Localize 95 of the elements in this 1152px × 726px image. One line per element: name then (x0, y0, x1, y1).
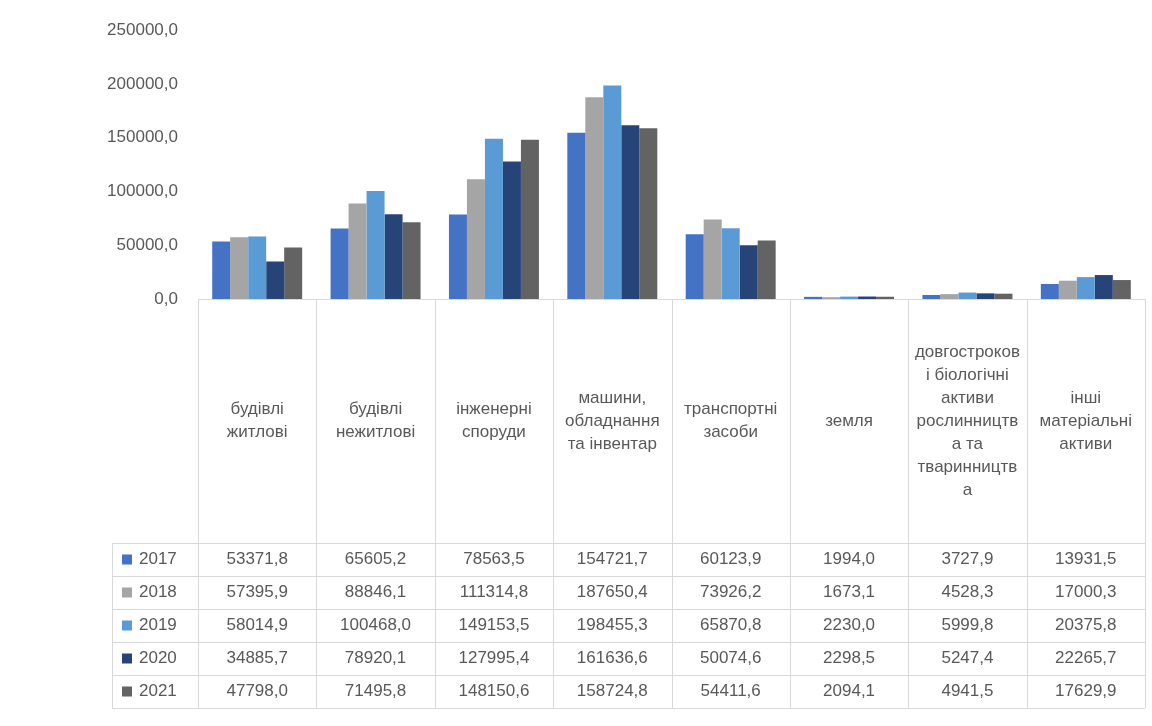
x-tick-label: земля (825, 410, 873, 430)
data-label: 148150,6 (458, 681, 530, 701)
legend-label: 2018 (139, 582, 177, 602)
data-label: 3727,9 (941, 549, 994, 569)
data-label: 88846,1 (344, 582, 407, 602)
data-label: 47798,0 (226, 681, 288, 701)
data-label: 17629,9 (1055, 681, 1117, 701)
bar (976, 293, 995, 299)
bar (448, 214, 467, 299)
y-tick-label: 50000,0 (116, 234, 178, 254)
data-label: 5999,8 (941, 615, 994, 635)
y-tick-label: 100000,0 (107, 181, 178, 201)
data-label: 111314,8 (459, 582, 529, 602)
bar (402, 222, 421, 299)
bar (1058, 280, 1077, 299)
bar (721, 228, 740, 299)
legend-label: 2017 (139, 549, 177, 569)
data-label: 65870,8 (699, 615, 762, 635)
bar (567, 132, 586, 299)
data-label: 73926,2 (699, 582, 762, 602)
x-tick-label: транспортні засоби (684, 399, 778, 442)
data-label: 50074,6 (699, 648, 762, 668)
bar (739, 245, 758, 299)
legend-label: 2020 (139, 648, 177, 668)
data-label: 13931,5 (1055, 549, 1117, 569)
data-label: 127995,4 (458, 648, 530, 668)
y-tick-label: 0,0 (154, 288, 178, 308)
data-label: 54411,6 (700, 681, 761, 701)
bar (230, 237, 249, 299)
data-label: 65605,2 (344, 549, 407, 569)
x-tick-label: довгострокові біологічні активи рослинництва та тваринництва (914, 341, 1020, 499)
legend-label: 2021 (139, 681, 177, 701)
data-label: 2230,0 (823, 615, 876, 635)
data-label: 161636,6 (576, 648, 648, 668)
bar (366, 190, 385, 299)
data-label: 22265,7 (1055, 648, 1117, 668)
bar (502, 161, 521, 299)
y-tick-label: 150000,0 (107, 127, 178, 147)
x-tick-label: будівлі нежитлові (335, 399, 416, 442)
x-tick-label: інженерні споруди (456, 399, 532, 442)
data-label: 20375,8 (1055, 615, 1117, 635)
bar (248, 236, 267, 299)
bar (384, 214, 403, 299)
bar (212, 241, 231, 299)
data-label: 78563,5 (463, 549, 525, 569)
bar (466, 179, 485, 299)
bar (585, 97, 604, 299)
x-tick-label: інші матеріальні активи (1039, 387, 1133, 453)
data-label: 2298,5 (823, 648, 876, 668)
bar (940, 294, 959, 299)
data-label: 149153,5 (458, 615, 530, 635)
data-label: 60123,9 (699, 549, 762, 569)
bar (1094, 275, 1113, 299)
x-tick-label: будівлі житлові (226, 399, 288, 442)
bar (284, 247, 303, 299)
bar (639, 128, 658, 299)
bar (1112, 280, 1131, 299)
data-label: 4528,3 (941, 582, 994, 602)
bar (703, 219, 722, 299)
bar (348, 203, 367, 299)
data-label: 100468,0 (340, 615, 412, 635)
data-label: 158724,8 (576, 681, 648, 701)
bar (330, 228, 349, 299)
data-label: 1994,0 (823, 549, 876, 569)
data-label: 4941,5 (941, 681, 994, 701)
y-tick-label: 200000,0 (107, 73, 178, 93)
bar (603, 85, 622, 299)
data-label: 154721,7 (576, 549, 648, 569)
bar (1076, 277, 1095, 299)
legend-label: 2019 (139, 615, 177, 635)
bar (685, 234, 704, 299)
data-label: 53371,8 (226, 549, 288, 569)
data-label: 2094,1 (823, 681, 876, 701)
data-label: 57395,9 (226, 582, 288, 602)
bar (994, 293, 1013, 299)
data-label: 78920,1 (344, 648, 407, 668)
bar (621, 125, 640, 299)
bar (804, 296, 823, 299)
data-label: 187650,4 (576, 582, 648, 602)
bar (520, 139, 539, 299)
bar (958, 292, 977, 299)
data-label: 198455,3 (576, 615, 648, 635)
data-label: 5247,4 (941, 648, 994, 668)
bar (484, 138, 503, 299)
bar (922, 294, 941, 299)
bar (757, 240, 776, 299)
x-tick-label: машини, обладнання та інвентар (565, 387, 660, 453)
data-label: 17000,3 (1055, 582, 1117, 602)
data-label: 71495,8 (344, 681, 407, 701)
bar (1040, 284, 1059, 299)
y-tick-label: 250000,0 (107, 19, 178, 39)
data-label: 1673,1 (823, 582, 876, 602)
data-label: 34885,7 (226, 648, 288, 668)
data-label: 58014,9 (226, 615, 288, 635)
bar (266, 261, 285, 299)
